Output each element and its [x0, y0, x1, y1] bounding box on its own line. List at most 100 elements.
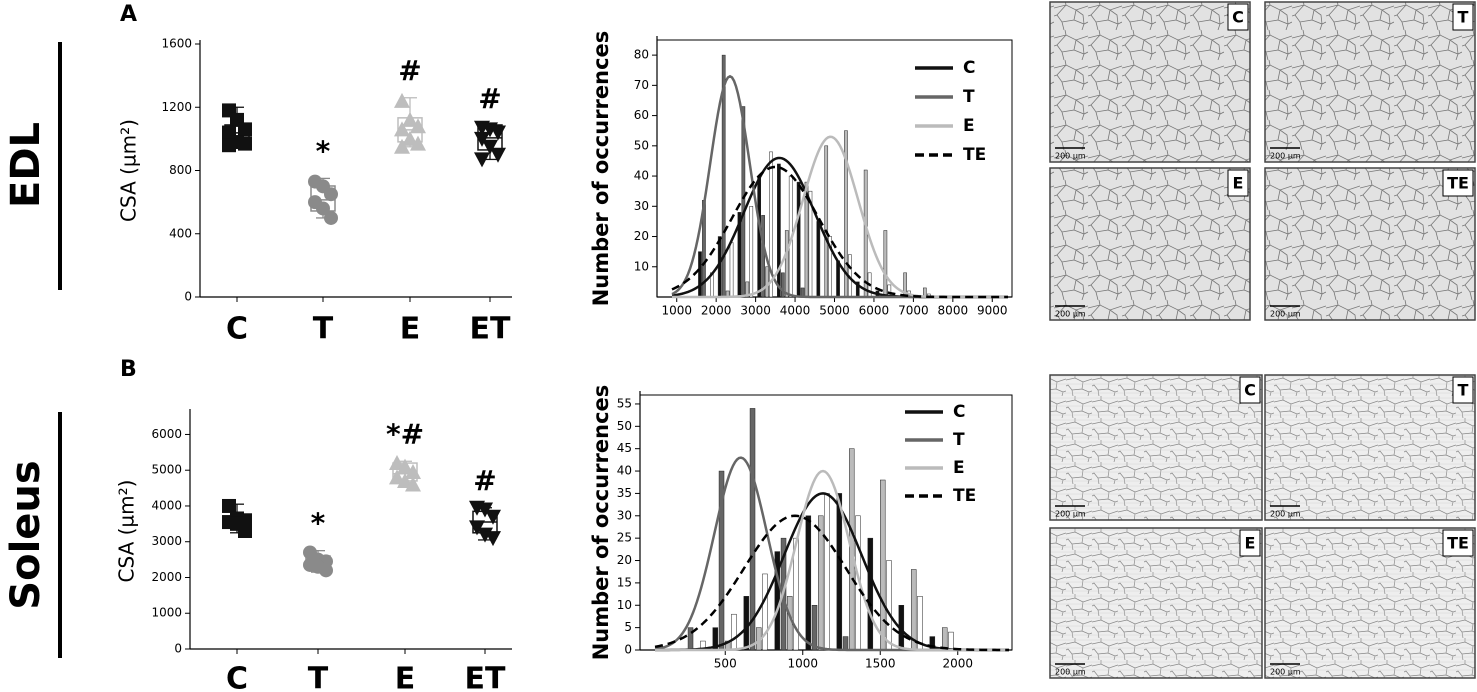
data-point	[319, 563, 333, 578]
histogram-bar	[824, 493, 830, 651]
micrograph-label: T	[1458, 381, 1469, 400]
data-point	[394, 92, 410, 108]
fit-curve	[671, 165, 1009, 299]
histogram-bar	[818, 515, 824, 651]
data-point	[482, 139, 498, 155]
x-tick-label: 4000	[780, 304, 811, 318]
legend-label: TE	[963, 145, 986, 165]
histogram-bar	[729, 242, 734, 298]
label-box	[1442, 169, 1474, 197]
legend-label: T	[953, 430, 965, 450]
panel-letter: B	[120, 357, 137, 382]
significance-mark: *#	[386, 417, 424, 450]
x-tick-label: T	[313, 312, 334, 347]
x-tick-label: 9000	[977, 304, 1008, 318]
y-axis-label: CSA (µm²)	[115, 480, 139, 583]
y-tick-label: 20	[634, 229, 649, 243]
micrograph-label: TE	[1447, 534, 1469, 553]
histogram-bar	[805, 515, 812, 651]
histogram-bar	[824, 145, 829, 298]
legend-label: T	[963, 87, 975, 107]
micrograph	[1049, 374, 1263, 521]
histogram-bar	[796, 181, 801, 298]
micrograph	[1049, 1, 1251, 163]
micrograph	[1264, 1, 1476, 163]
data-point	[238, 524, 252, 538]
y-tick-label: 4000	[151, 498, 182, 512]
data-point	[474, 152, 490, 168]
micrograph-label: E	[1233, 174, 1244, 193]
y-tick-label: 1200	[161, 100, 192, 114]
histogram-bar	[816, 221, 821, 298]
x-tick-label: 1000	[787, 657, 818, 671]
micrograph-label: C	[1244, 381, 1256, 400]
y-tick-label: 0	[624, 643, 632, 657]
data-point	[238, 122, 252, 137]
y-tick-label: 45	[617, 441, 632, 455]
histogram-bar	[743, 596, 750, 651]
histogram-bar	[880, 479, 886, 651]
x-tick-label: 5000	[819, 304, 850, 318]
significance-mark: #	[473, 464, 496, 497]
y-tick-label: 55	[617, 396, 632, 410]
y-tick-label: 70	[634, 78, 649, 92]
y-tick-label: 30	[617, 508, 632, 522]
x-tick-label: E	[395, 662, 416, 692]
legend-label: C	[953, 402, 965, 422]
label-box	[1227, 169, 1249, 197]
scale-label: 200 µm	[1055, 310, 1086, 319]
scale-label: 200 µm	[1270, 310, 1301, 319]
y-axis-label: Number of occurrences	[589, 385, 613, 661]
histogram-bar	[745, 281, 750, 298]
y-axis-label: Number of occurrences	[589, 31, 613, 307]
scale-label: 200 µm	[1270, 668, 1301, 677]
scale-label: 200 µm	[1055, 668, 1086, 677]
micrograph	[1264, 527, 1476, 679]
micrograph	[1264, 167, 1476, 321]
y-tick-label: 60	[634, 108, 649, 122]
histogram-bar	[886, 560, 892, 651]
data-point	[474, 131, 490, 147]
histogram-bar	[781, 272, 785, 298]
micrograph	[1264, 374, 1476, 521]
histogram-bar	[867, 537, 874, 651]
histogram-bar	[883, 230, 888, 298]
micrograph-label: TE	[1447, 174, 1469, 193]
micrograph	[1049, 167, 1251, 321]
y-tick-label: 80	[634, 48, 649, 62]
x-tick-label: 2000	[942, 657, 973, 671]
fit-curve	[671, 135, 1008, 299]
histogram-bar	[749, 408, 756, 651]
y-tick-label: 35	[617, 486, 632, 500]
data-point	[238, 136, 252, 151]
y-tick-label: 10	[634, 259, 649, 273]
fit-curve	[654, 514, 1010, 652]
y-tick-label: 800	[169, 163, 192, 177]
micrographs: C 200 µm T 200 µm E 200 µm TE 200 µm C 200 µm T 200…	[1049, 1, 1476, 679]
data-point	[485, 531, 501, 547]
panel-letter: A	[120, 2, 137, 27]
micrograph-label: C	[1232, 8, 1244, 27]
data-point	[477, 502, 493, 518]
data-point	[402, 111, 418, 127]
histogram-bar	[948, 631, 954, 651]
histogram-bar	[863, 169, 868, 298]
y-tick-label: 400	[169, 226, 192, 240]
y-tick-label: 25	[617, 531, 632, 545]
legend-label: TE	[953, 486, 976, 506]
x-tick-label: 1500	[865, 657, 896, 671]
data-point	[222, 138, 236, 153]
histogram-bar	[731, 613, 737, 651]
x-tick-label: T	[308, 662, 329, 692]
y-tick-label: 1600	[161, 37, 192, 51]
scale-label: 200 µm	[1270, 510, 1301, 519]
data-point	[324, 187, 338, 202]
data-point	[469, 520, 485, 536]
histogram-bar	[842, 636, 849, 651]
significance-mark: #	[398, 54, 421, 87]
chart: 0 1000 2000 3000 4000 5000 6000 CSA (µm²) C T * E *#…	[115, 409, 512, 692]
data-point	[397, 458, 413, 474]
y-tick-label: 20	[617, 553, 632, 567]
x-tick-label: 8000	[938, 304, 969, 318]
